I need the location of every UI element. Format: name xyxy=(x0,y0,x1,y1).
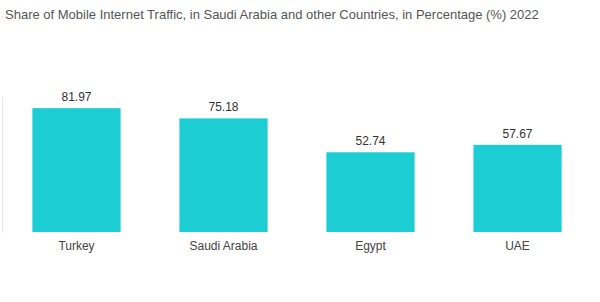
bar xyxy=(32,108,120,232)
bar xyxy=(473,145,561,232)
data-label: 75.18 xyxy=(208,100,238,114)
bar xyxy=(326,152,414,232)
bars xyxy=(32,108,561,232)
x-tick-label: Saudi Arabia xyxy=(189,239,257,253)
y-axis-line xyxy=(2,97,3,233)
y-axis xyxy=(2,97,3,233)
bar xyxy=(179,118,267,232)
chart: Share of Mobile Internet Traffic, in Sau… xyxy=(0,0,600,302)
x-tick-label: UAE xyxy=(505,239,530,253)
data-label: 52.74 xyxy=(355,134,385,148)
x-tick-label: Egypt xyxy=(355,239,386,253)
x-tick: Egypt xyxy=(355,232,386,253)
x-tick-label: Turkey xyxy=(58,239,94,253)
x-tick: UAE xyxy=(505,232,530,253)
x-axis: Turkey Saudi Arabia Egypt UAE xyxy=(58,232,529,253)
x-tick: Turkey xyxy=(58,232,94,253)
title: Share of Mobile Internet Traffic, in Sau… xyxy=(5,7,539,22)
data-labels: 81.97 75.18 52.74 57.67 xyxy=(61,90,532,148)
data-label: 81.97 xyxy=(61,90,91,104)
x-tick: Saudi Arabia xyxy=(189,232,257,253)
data-label: 57.67 xyxy=(502,127,532,141)
